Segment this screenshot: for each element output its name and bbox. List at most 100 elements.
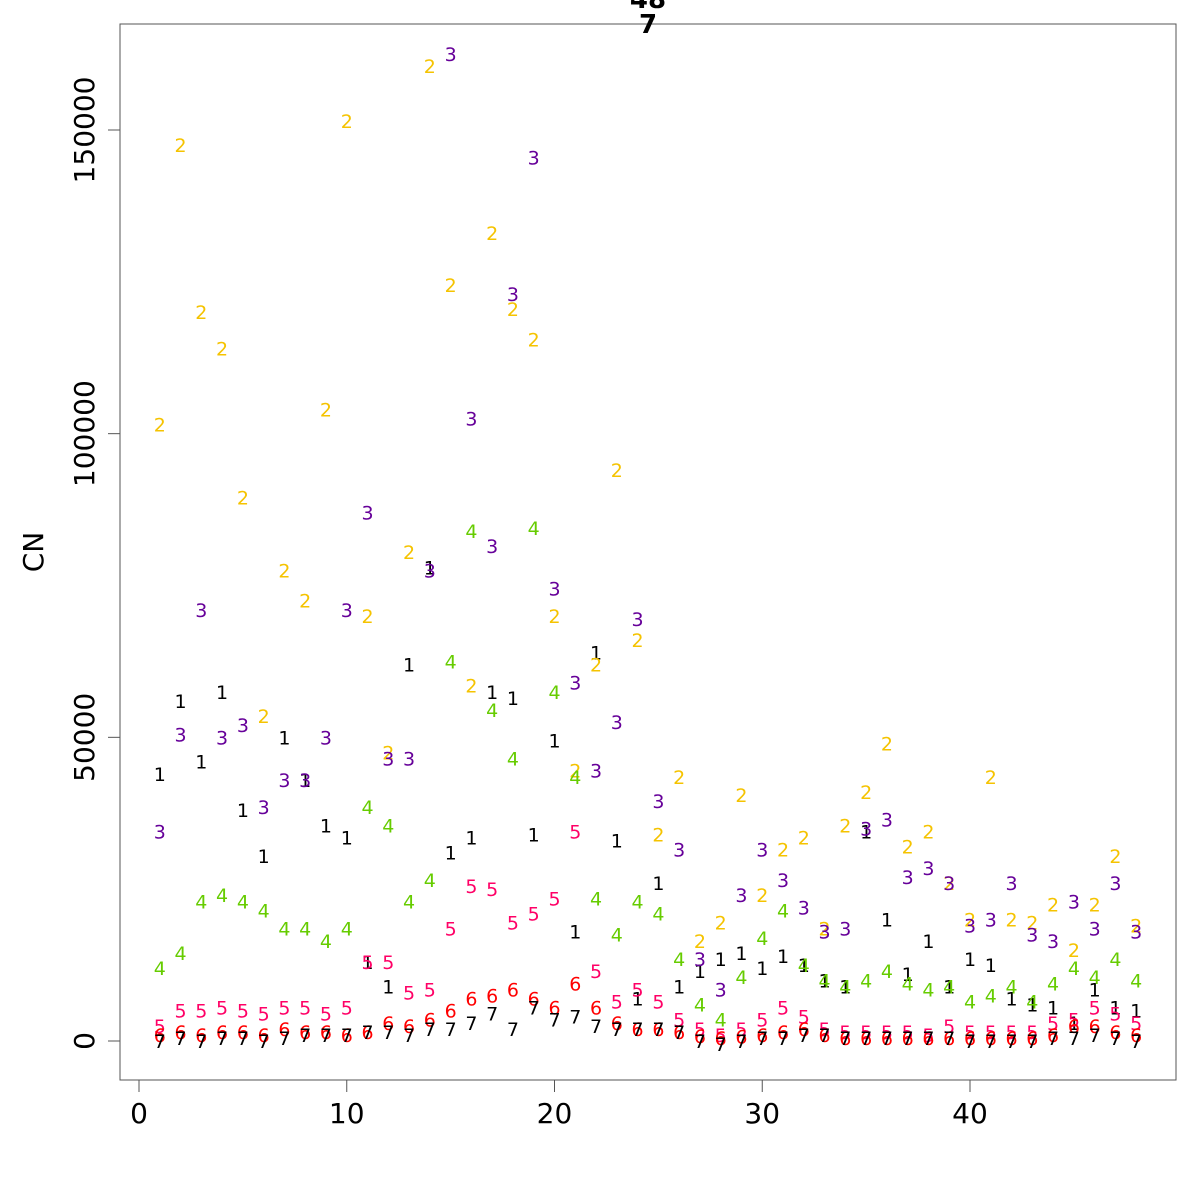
data-point-series-4: 4 — [715, 1010, 727, 1032]
data-point-series-1: 1 — [819, 970, 831, 992]
data-point-series-4: 4 — [1130, 970, 1142, 992]
data-point-series-7: 7 — [237, 1028, 249, 1050]
data-point-series-7: 7 — [652, 1019, 664, 1041]
data-point-series-3: 3 — [216, 727, 228, 749]
data-point-series-1: 1 — [278, 727, 290, 749]
data-point-series-1: 1 — [985, 955, 997, 977]
data-point-series-4: 4 — [1068, 958, 1080, 980]
data-point-series-7: 7 — [341, 1025, 353, 1047]
data-point-series-5: 5 — [299, 998, 311, 1020]
data-point-series-2: 2 — [819, 919, 831, 941]
data-point-series-5: 5 — [382, 952, 394, 974]
data-point-series-5: 5 — [839, 1022, 851, 1044]
data-point-series-7: 7 — [445, 1019, 457, 1041]
data-point-series-4: 4 — [424, 870, 436, 892]
data-point-series-1: 1 — [445, 843, 457, 865]
data-point-series-2: 2 — [735, 785, 747, 807]
data-point-series-6: 6 — [881, 1028, 893, 1050]
data-point-series-1: 1 — [486, 682, 498, 704]
data-point-series-1: 1 — [361, 952, 373, 974]
data-point-series-3: 3 — [652, 791, 664, 813]
data-point-series-4: 4 — [341, 919, 353, 941]
data-point-series-6: 6 — [860, 1028, 872, 1050]
data-point-series-7: 7 — [382, 1022, 394, 1044]
data-point-series-2: 2 — [320, 399, 332, 421]
data-point-series-2: 2 — [590, 654, 602, 676]
data-point-series-3: 3 — [715, 979, 727, 1001]
data-point-series-5: 5 — [507, 913, 519, 935]
data-point-series-2: 2 — [632, 630, 644, 652]
data-point-series-4: 4 — [216, 885, 228, 907]
data-point-series-4: 4 — [320, 931, 332, 953]
data-point-series-2: 2 — [943, 873, 955, 895]
data-point-series-4: 4 — [1026, 992, 1038, 1014]
data-point-series-7: 7 — [985, 1031, 997, 1053]
data-point-series-3: 3 — [1068, 891, 1080, 913]
x-tick-label: 20 — [537, 1097, 573, 1130]
data-point-series-2: 2 — [694, 931, 706, 953]
data-point-series-2: 2 — [299, 591, 311, 613]
data-point-series-5: 5 — [1089, 998, 1101, 1020]
data-point-series-6: 6 — [632, 1019, 644, 1041]
data-point-series-5: 5 — [632, 979, 644, 1001]
data-point-series-4: 4 — [258, 900, 270, 922]
data-point-series-1: 1 — [777, 946, 789, 968]
data-point-series-7: 7 — [756, 1028, 768, 1050]
data-point-series-7: 7 — [922, 1028, 934, 1050]
data-point-series-5: 5 — [486, 879, 498, 901]
data-point-series-4: 4 — [922, 979, 934, 1001]
data-point-series-7: 7 — [1006, 1031, 1018, 1053]
data-point-series-4: 4 — [777, 900, 789, 922]
data-point-series-5: 5 — [943, 1016, 955, 1038]
data-point-series-5: 5 — [590, 961, 602, 983]
y-tick-label: 0 — [68, 1032, 101, 1050]
data-point-series-4: 4 — [839, 976, 851, 998]
data-point-series-6: 6 — [465, 988, 477, 1010]
data-point-series-6: 6 — [382, 1013, 394, 1035]
data-point-series-3: 3 — [237, 715, 249, 737]
data-point-series-7: 7 — [881, 1028, 893, 1050]
data-point-series-6: 6 — [528, 988, 540, 1010]
data-point-series-4: 4 — [1047, 973, 1059, 995]
data-point-series-2: 2 — [175, 135, 187, 157]
data-point-series-4: 4 — [1109, 949, 1121, 971]
data-point-series-4: 4 — [902, 973, 914, 995]
data-point-series-7: 7 — [424, 1019, 436, 1041]
data-point-series-2: 2 — [652, 825, 664, 847]
data-point-series-6: 6 — [1026, 1028, 1038, 1050]
data-point-series-7: 7 — [902, 1028, 914, 1050]
data-point-series-5: 5 — [195, 1001, 207, 1023]
data-point-series-6: 6 — [216, 1022, 228, 1044]
data-point-series-5: 5 — [985, 1022, 997, 1044]
data-point-series-2: 2 — [673, 767, 685, 789]
data-point-series-1: 1 — [1026, 995, 1038, 1017]
data-point-series-1: 1 — [1109, 998, 1121, 1020]
data-point-series-5: 5 — [216, 998, 228, 1020]
data-point-series-4: 4 — [673, 949, 685, 971]
data-point-series-5: 5 — [777, 998, 789, 1020]
data-point-series-7: 7 — [715, 1034, 727, 1056]
data-point-series-7: 7 — [839, 1028, 851, 1050]
data-point-series-5: 5 — [1130, 1013, 1142, 1035]
data-point-series-4: 4 — [403, 891, 415, 913]
data-point-series-5: 5 — [922, 1025, 934, 1047]
data-point-series-2: 2 — [361, 606, 373, 628]
data-point-series-6: 6 — [424, 1010, 436, 1032]
data-point-series-5: 5 — [528, 903, 540, 925]
data-point-series-6: 6 — [361, 1022, 373, 1044]
data-point-series-6: 6 — [985, 1028, 997, 1050]
data-point-series-2: 2 — [1047, 894, 1059, 916]
data-point-series-4: 4 — [195, 891, 207, 913]
data-point-series-4: 4 — [445, 651, 457, 673]
data-point-series-1: 1 — [299, 770, 311, 792]
data-point-series-2: 2 — [902, 837, 914, 859]
data-point-series-3: 3 — [673, 840, 685, 862]
data-point-series-6: 6 — [486, 985, 498, 1007]
data-point-series-5: 5 — [1026, 1022, 1038, 1044]
data-point-series-2: 2 — [486, 223, 498, 245]
data-point-series-4: 4 — [735, 967, 747, 989]
data-point-series-2: 2 — [756, 885, 768, 907]
y-tick-label: 100000 — [68, 380, 101, 487]
data-point-series-5: 5 — [445, 919, 457, 941]
data-point-series-1: 1 — [569, 922, 581, 944]
